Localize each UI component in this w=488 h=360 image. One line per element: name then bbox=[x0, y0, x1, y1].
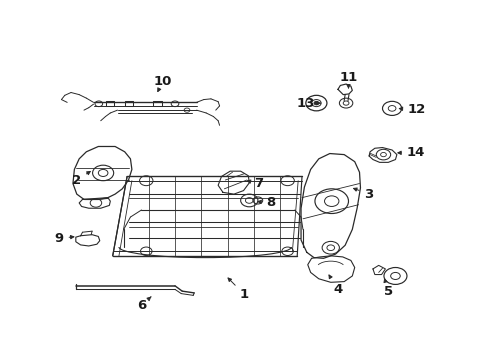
Text: 4: 4 bbox=[328, 275, 342, 296]
Text: 1: 1 bbox=[227, 278, 248, 301]
Text: 14: 14 bbox=[397, 146, 425, 159]
Text: 13: 13 bbox=[296, 96, 320, 109]
Text: 8: 8 bbox=[257, 197, 275, 210]
Text: 6: 6 bbox=[137, 297, 151, 312]
Text: 11: 11 bbox=[339, 71, 357, 88]
Text: 2: 2 bbox=[72, 171, 90, 186]
Text: 12: 12 bbox=[399, 103, 425, 116]
Text: 10: 10 bbox=[154, 75, 172, 91]
Text: 7: 7 bbox=[247, 177, 263, 190]
Text: 3: 3 bbox=[353, 188, 373, 201]
Text: 9: 9 bbox=[54, 232, 74, 245]
Circle shape bbox=[313, 101, 318, 105]
Text: 5: 5 bbox=[383, 279, 392, 298]
